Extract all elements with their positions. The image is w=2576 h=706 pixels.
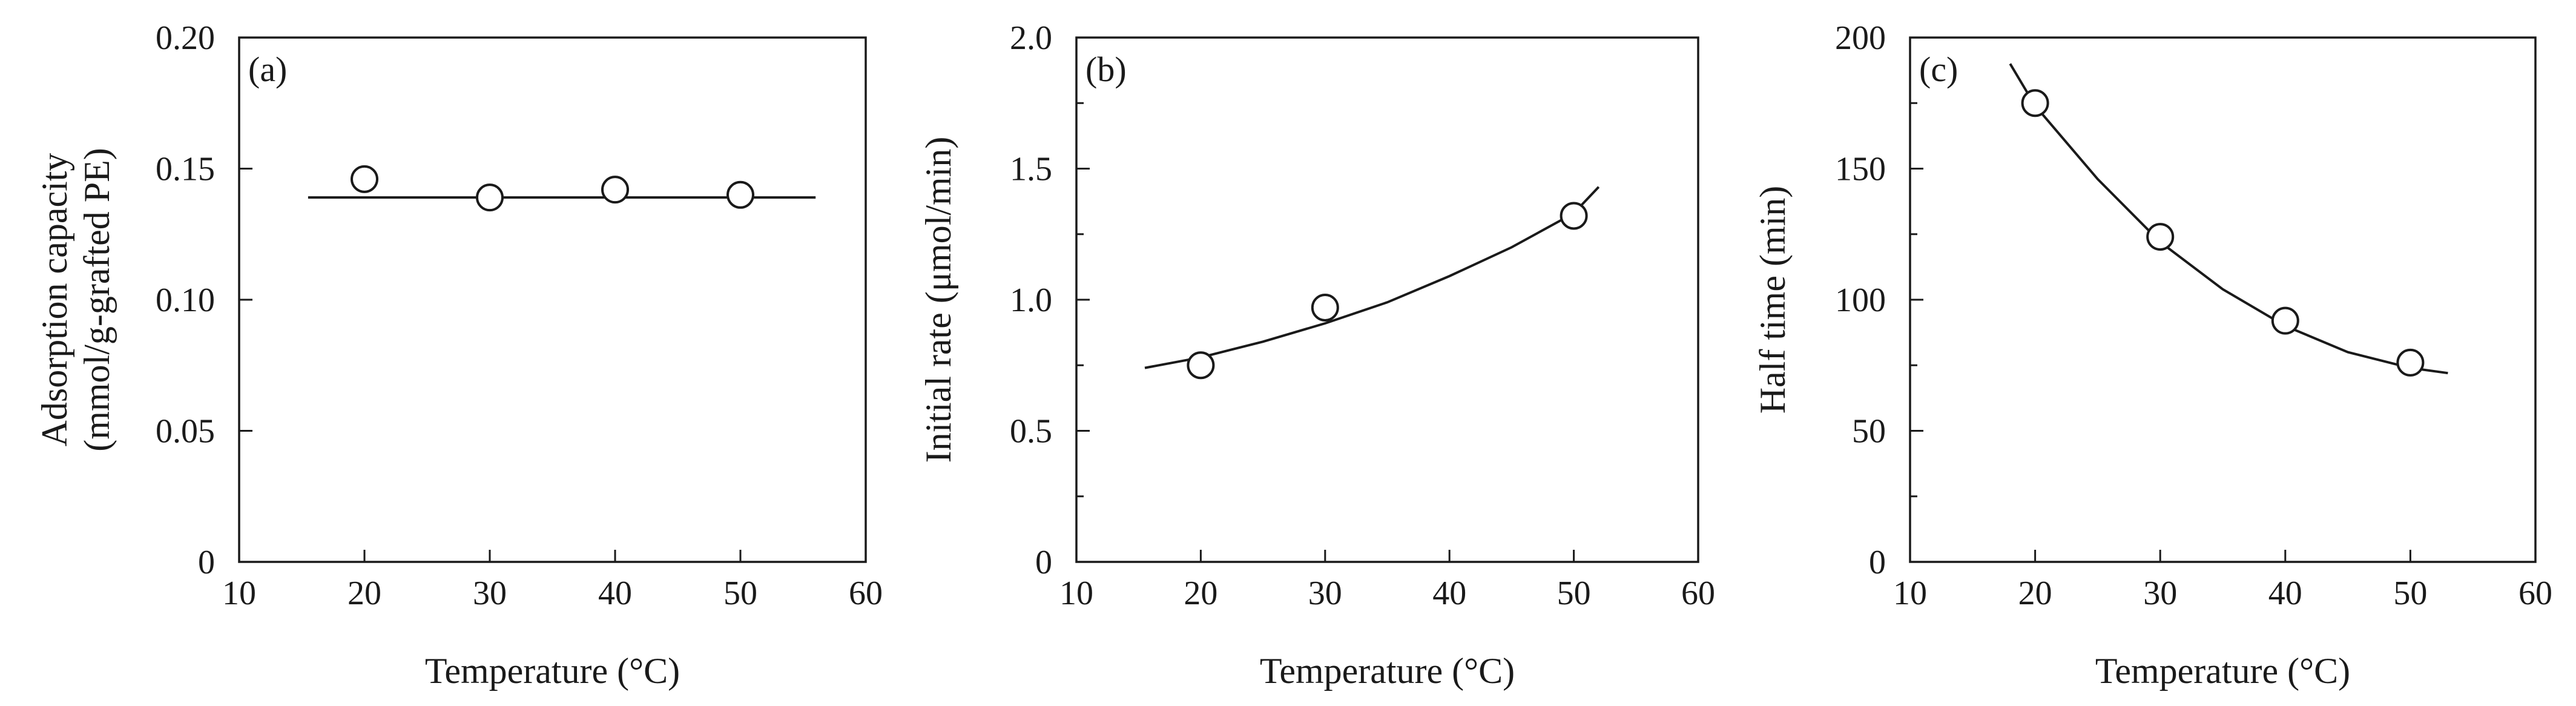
panel-a-x-tick-label: 30 xyxy=(473,575,507,612)
panel-a-tag: (a) xyxy=(248,50,287,89)
panel-c-y-tick-label: 100 xyxy=(1835,282,1886,319)
panel-c-fit-curve xyxy=(2009,63,2448,375)
panel-c-data-point xyxy=(2271,306,2299,335)
panel-c-frame xyxy=(1909,36,2537,563)
panel-b-tag: (b) xyxy=(1085,50,1127,89)
panel-c-tag: (c) xyxy=(1919,50,1958,89)
panel-a-y-tick-label: 0.05 xyxy=(156,413,215,450)
panel-a-x-tick-label: 40 xyxy=(598,575,632,612)
panel-a-data-point xyxy=(351,165,378,193)
panel-a-y-tick-label: 0.10 xyxy=(156,282,215,319)
panel-b-fit-curve xyxy=(1144,186,1600,369)
panel-a-x-tick-label: 60 xyxy=(849,575,883,612)
panel-b-y-tick-label: 2.0 xyxy=(1010,19,1052,57)
panel-a-ylabel-line2: (mmol/g-grafted PE) xyxy=(77,148,117,452)
panel-c-x-tick-label: 30 xyxy=(2143,575,2177,612)
panel-c-data-point xyxy=(2146,223,2175,251)
panel-a-xlabel: Temperature (°C) xyxy=(425,651,680,691)
panel-a-data-point xyxy=(726,180,754,209)
panel-b-x-tick-label: 10 xyxy=(1059,575,1093,612)
panel-b-y-tick-label: 0 xyxy=(1035,544,1052,581)
panel-a-ylabel-line1: Adsorption capacity xyxy=(35,153,74,447)
panel-b: Initial rate (μmol/min) Temperature (°C)… xyxy=(918,19,1715,691)
panel-b-ylabel-line1: Initial rate (μmol/min) xyxy=(918,137,958,463)
panel-c-x-tick-label: 20 xyxy=(2018,575,2052,612)
panel-c-ylabel-line1: Half time (min) xyxy=(1753,186,1793,414)
panel-b-x-tick-label: 40 xyxy=(1432,575,1466,612)
panel-b-x-tick-label: 30 xyxy=(1308,575,1342,612)
panel-a-y-tick-label: 0 xyxy=(198,544,215,581)
panel-b-x-tick-label: 50 xyxy=(1557,575,1591,612)
panel-b-frame xyxy=(1075,36,1699,563)
panel-c-y-tick-label: 0 xyxy=(1869,544,1886,581)
panel-b-data-point xyxy=(1560,202,1588,230)
panel-c-xlabel: Temperature (°C) xyxy=(2095,651,2350,691)
panel-a-ylabel: Adsorption capacity (mmol/g-grafted PE) xyxy=(35,148,117,452)
panel-b-x-tick-label: 20 xyxy=(1184,575,1217,612)
panel-a-x-tick-label: 10 xyxy=(222,575,256,612)
panel-a-x-tick-label: 20 xyxy=(348,575,381,612)
panel-b-ylabel: Initial rate (μmol/min) xyxy=(918,137,958,463)
panel-a-y-tick-label: 0.15 xyxy=(156,151,215,188)
panel-b-xlabel: Temperature (°C) xyxy=(1260,651,1515,691)
panel-b-x-tick-label: 60 xyxy=(1681,575,1715,612)
panel-a-frame xyxy=(238,36,867,563)
panel-c-x-tick-label: 60 xyxy=(2518,575,2552,612)
panel-c-y-tick-label: 50 xyxy=(1852,413,1886,450)
panel-c: Half time (min) Temperature (°C) (c) 10 2… xyxy=(1753,19,2552,691)
panel-c-data-point xyxy=(2396,348,2425,377)
panel-c-data-point xyxy=(2021,89,2049,117)
panel-a-data-point xyxy=(601,176,629,204)
panel-c-ylabel: Half time (min) xyxy=(1753,186,1793,414)
panel-c-y-tick-label: 150 xyxy=(1835,151,1886,188)
panel-b-data-point xyxy=(1187,351,1215,380)
panel-b-data-point xyxy=(1311,293,1339,322)
panel-c-y-tick-label: 200 xyxy=(1835,19,1886,57)
panel-b-y-tick-label: 0.5 xyxy=(1010,413,1052,450)
panel-c-x-tick-label: 40 xyxy=(2268,575,2302,612)
panel-b-y-tick-label: 1.5 xyxy=(1010,151,1052,188)
panel-c-x-tick-label: 50 xyxy=(2393,575,2427,612)
panel-a-x-tick-label: 50 xyxy=(723,575,757,612)
panel-a-y-tick-label: 0.20 xyxy=(156,19,215,57)
panel-a-data-point xyxy=(476,183,504,212)
panel-c-x-tick-label: 10 xyxy=(1893,575,1927,612)
panel-a: Adsorption capacity (mmol/g-grafted PE) … xyxy=(35,19,883,691)
panel-b-y-tick-label: 1.0 xyxy=(1010,282,1052,319)
